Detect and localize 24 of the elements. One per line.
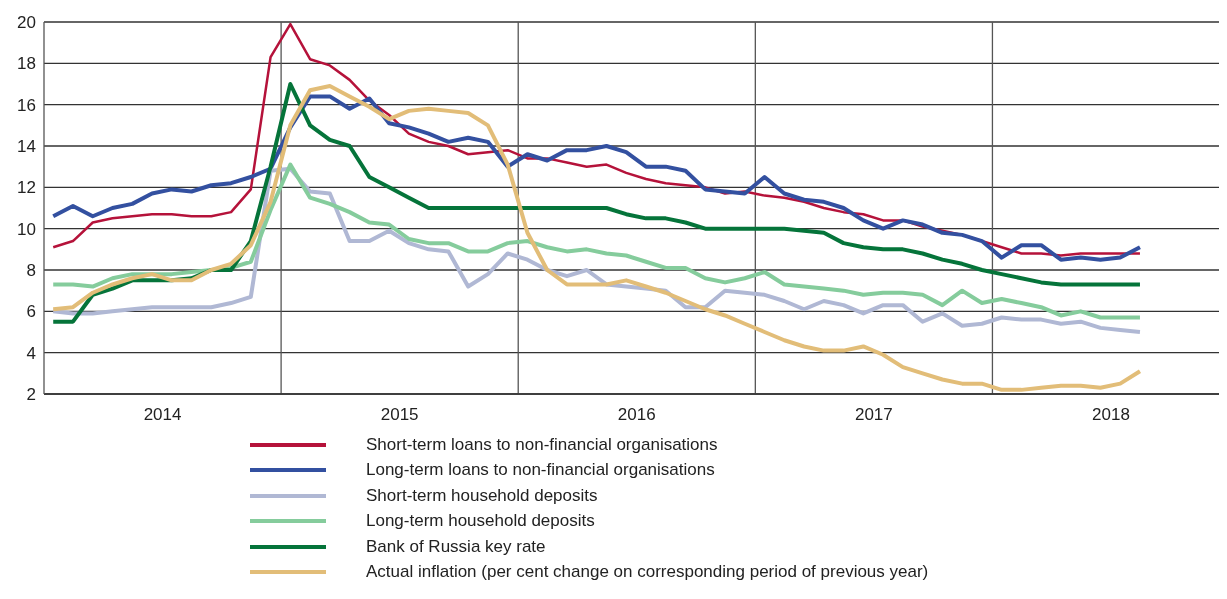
y-tick-label: 8: [26, 261, 36, 281]
line-series: [51, 82, 1142, 324]
y-tick-label: 18: [17, 54, 36, 74]
legend-label: Actual inflation (per cent change on corresponding period of previous year): [366, 562, 929, 583]
y-tick-label: 12: [17, 178, 36, 198]
y-tick-label: 6: [26, 302, 36, 322]
x-tick-label: 2016: [617, 405, 656, 425]
legend-label: Short-term loans to non-financial organisations: [366, 434, 718, 455]
y-tick-label: 16: [17, 95, 36, 115]
y-tick-label: 20: [17, 13, 36, 33]
y-tick-label: 4: [26, 343, 36, 363]
y-tick-label: 2: [26, 385, 36, 405]
y-tick-label: 14: [17, 137, 36, 157]
x-tick-label: 2014: [143, 405, 182, 425]
y-tick-label: 10: [17, 219, 36, 239]
x-tick-label: 2015: [380, 405, 419, 425]
legend-label: Long-term loans to non-financial organisations: [366, 460, 715, 481]
x-tick-label: 2018: [1092, 405, 1130, 425]
line-series: [51, 84, 1142, 392]
line-series: [51, 94, 1142, 262]
legend-label: Long-term household deposits: [366, 511, 595, 532]
x-tick-label: 2017: [854, 405, 893, 425]
legend-label: Short-term household deposits: [366, 485, 598, 506]
legend-label: Bank of Russia key rate: [366, 536, 546, 557]
